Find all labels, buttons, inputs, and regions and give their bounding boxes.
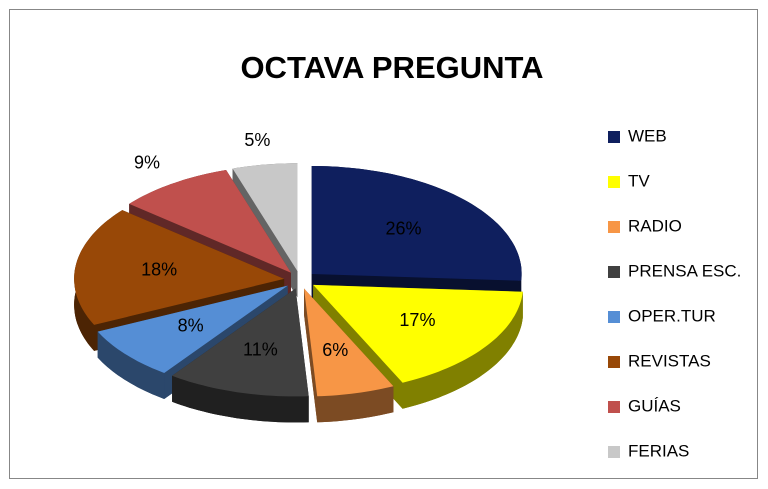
data-label: 26%	[385, 218, 421, 238]
slice	[129, 170, 291, 299]
legend-swatch	[608, 356, 620, 368]
data-label: 6%	[322, 340, 348, 360]
data-label: 9%	[134, 152, 160, 172]
data-label: 17%	[399, 310, 435, 330]
slice-side	[97, 331, 165, 399]
legend-label: REVISTAS	[628, 351, 711, 370]
legend-label: TV	[628, 171, 650, 190]
slice-top	[129, 170, 291, 273]
data-label: 18%	[141, 260, 177, 280]
slice-top	[313, 284, 523, 383]
data-label: 5%	[244, 130, 270, 150]
legend-swatch	[608, 446, 620, 458]
slice-side	[172, 375, 309, 423]
slice-top	[97, 285, 288, 373]
data-label: 8%	[178, 316, 204, 336]
legend-swatch	[608, 131, 620, 143]
legend-swatch	[608, 401, 620, 413]
slice-side	[317, 386, 394, 423]
data-label: 11%	[243, 339, 278, 359]
slice-top	[74, 210, 285, 325]
slice-wall	[304, 288, 318, 423]
legend-swatch	[608, 221, 620, 233]
chart-title: OCTAVA PREGUNTA	[240, 50, 543, 85]
slice-top	[232, 163, 298, 272]
legend-swatch	[608, 176, 620, 188]
slice	[313, 284, 523, 409]
slice-top	[172, 288, 309, 397]
slice-side	[402, 291, 523, 409]
legend-label: WEB	[628, 126, 667, 145]
legend-label: GUÍAS	[628, 396, 681, 415]
legend-label: OPER.TUR	[628, 306, 716, 325]
slice-top	[304, 288, 394, 397]
legend-label: FERIAS	[628, 441, 689, 460]
legend-label: PRENSA ESC.	[628, 261, 741, 280]
slice	[172, 288, 309, 423]
slice	[304, 288, 394, 423]
legend-swatch	[608, 311, 620, 323]
legend-label: RADIO	[628, 216, 682, 235]
legend-swatch	[608, 266, 620, 278]
slice-top	[311, 166, 522, 281]
